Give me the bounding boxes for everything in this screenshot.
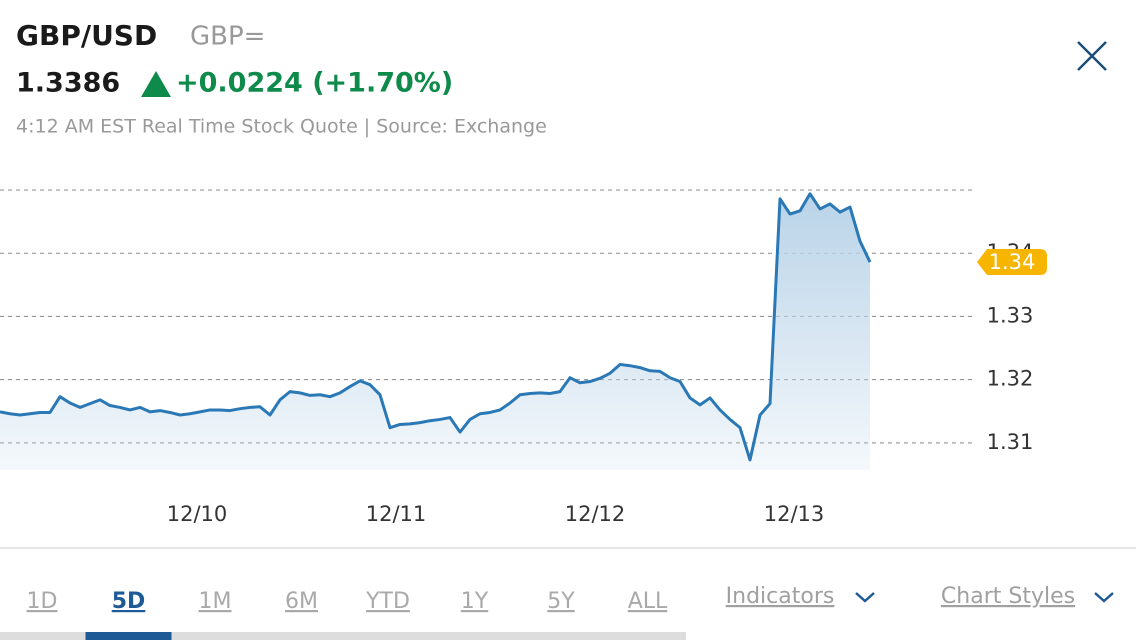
x-tick-label: 12/10: [167, 502, 228, 526]
y-tick-label: 1.31: [987, 430, 1034, 454]
code: GBP=: [190, 22, 265, 52]
price-line: [0, 192, 872, 462]
tabs: 1D 5D 1M 6M YTD 1Y 5Y ALL Indicators Chart Styles: [27, 584, 1114, 640]
change: +0.0224 (+1.70%): [176, 68, 453, 99]
range-tab[interactable]: ALL: [628, 589, 668, 614]
y-tick-label: 1.32: [987, 367, 1034, 391]
chevron: [1094, 592, 1114, 603]
x-tick-label: 12/11: [366, 502, 427, 526]
price: 1.3386: [16, 68, 120, 99]
symbol: GBP/USD: [16, 19, 157, 52]
menu[interactable]: Indicators: [726, 584, 835, 609]
active-tab-indicator: [85, 632, 172, 640]
quote-info: 4:12 AM EST Real Time Stock Quote | Sour…: [16, 116, 547, 138]
range-tab[interactable]: 6M: [285, 589, 318, 614]
menu[interactable]: Chart Styles: [941, 584, 1075, 609]
range-tab[interactable]: 5D: [112, 589, 146, 614]
range-tab[interactable]: 1M: [199, 589, 232, 614]
x-tick-label: 12/12: [565, 502, 626, 526]
last-price-badge: [977, 249, 1047, 276]
range-tab[interactable]: 1D: [27, 589, 58, 614]
tab-track: [0, 632, 686, 640]
chevron: [855, 592, 875, 603]
x-tick-label: 12/13: [764, 502, 825, 526]
range-tab[interactable]: YTD: [365, 589, 410, 614]
range-tab[interactable]: 5Y: [547, 589, 575, 614]
up-arrow: [141, 71, 171, 97]
close-button[interactable]: [1077, 41, 1107, 71]
last-price-label: 1.34: [989, 250, 1036, 274]
y-tick-label: 1.33: [987, 303, 1034, 327]
area: [0, 193, 870, 470]
range-tab[interactable]: 1Y: [461, 589, 489, 614]
